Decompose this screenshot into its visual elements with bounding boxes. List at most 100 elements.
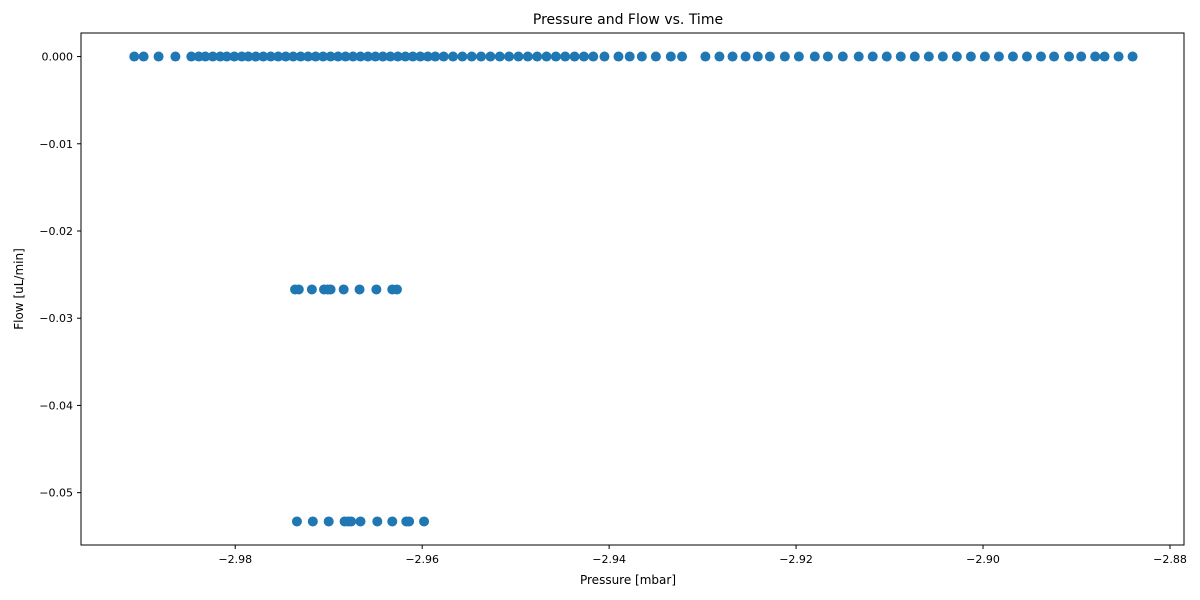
data-point: [340, 51, 351, 62]
data-point: [306, 284, 317, 295]
data-point: [727, 51, 738, 62]
data-point: [867, 51, 878, 62]
data-point: [532, 51, 543, 62]
data-point: [138, 51, 149, 62]
data-point: [318, 51, 329, 62]
data-point: [354, 284, 365, 295]
data-point: [129, 51, 140, 62]
data-point: [578, 51, 589, 62]
data-point: [370, 51, 381, 62]
data-point: [1127, 51, 1138, 62]
data-point: [310, 51, 321, 62]
data-point: [338, 284, 349, 295]
data-point: [853, 51, 864, 62]
x-tick-label: −2.90: [966, 553, 1000, 566]
data-point: [599, 51, 610, 62]
data-point: [170, 51, 181, 62]
data-point: [560, 51, 571, 62]
data-point: [207, 51, 218, 62]
data-point: [355, 51, 366, 62]
data-point: [752, 51, 763, 62]
data-point: [250, 51, 261, 62]
data-point: [371, 284, 382, 295]
data-point: [650, 51, 661, 62]
plot-area-frame: [80, 32, 1185, 546]
data-point: [407, 51, 418, 62]
data-point: [415, 51, 426, 62]
y-axis-ticks: 0.000 −0.01 −0.02 −0.03 −0.04 −0.05: [39, 51, 81, 500]
x-tick-label: −2.92: [779, 553, 813, 566]
y-tick-label: 0.000: [42, 51, 74, 64]
data-point: [476, 51, 487, 62]
data-point: [1007, 51, 1018, 62]
data-point: [372, 516, 383, 527]
data-points: [129, 51, 1138, 527]
data-point: [504, 51, 515, 62]
data-point: [569, 51, 580, 62]
data-point: [881, 51, 892, 62]
data-point: [979, 51, 990, 62]
data-point: [288, 51, 299, 62]
data-point: [1076, 51, 1087, 62]
data-point: [200, 51, 211, 62]
data-point: [700, 51, 711, 62]
data-point: [550, 51, 561, 62]
data-point: [740, 51, 751, 62]
data-point: [422, 51, 433, 62]
data-point: [258, 51, 269, 62]
y-tick-label: −0.02: [39, 225, 73, 238]
data-point: [293, 284, 304, 295]
data-point: [307, 516, 318, 527]
data-point: [714, 51, 725, 62]
data-point: [404, 516, 415, 527]
x-tick-label: −2.96: [405, 553, 439, 566]
data-point: [793, 51, 804, 62]
data-point: [391, 284, 402, 295]
data-point: [541, 51, 552, 62]
data-point: [348, 51, 359, 62]
data-point: [291, 516, 302, 527]
x-tick-label: −2.94: [592, 553, 626, 566]
data-point: [243, 51, 254, 62]
data-point: [665, 51, 676, 62]
data-point: [779, 51, 790, 62]
data-point: [636, 51, 647, 62]
data-point: [1035, 51, 1046, 62]
data-point: [822, 51, 833, 62]
data-point: [837, 51, 848, 62]
data-point: [895, 51, 906, 62]
data-point: [764, 51, 775, 62]
data-point: [355, 516, 366, 527]
data-point: [448, 51, 459, 62]
data-point: [965, 51, 976, 62]
data-point: [909, 51, 920, 62]
data-point: [438, 51, 449, 62]
data-point: [265, 51, 276, 62]
data-point: [1021, 51, 1032, 62]
data-point: [951, 51, 962, 62]
data-point: [809, 51, 820, 62]
data-point: [419, 516, 430, 527]
data-point: [377, 51, 388, 62]
y-axis-label: Flow [uL/min]: [12, 248, 26, 330]
data-point: [588, 51, 599, 62]
data-point: [1090, 51, 1101, 62]
data-point: [333, 51, 344, 62]
data-point: [937, 51, 948, 62]
data-point: [303, 51, 314, 62]
data-point: [624, 51, 635, 62]
data-point: [613, 51, 624, 62]
x-axis-ticks: −2.98 −2.96 −2.94 −2.92 −2.90 −2.88: [218, 545, 1187, 566]
data-point: [466, 51, 477, 62]
data-point: [993, 51, 1004, 62]
data-point: [387, 516, 398, 527]
data-point: [430, 51, 441, 62]
data-point: [186, 51, 197, 62]
data-point: [923, 51, 934, 62]
data-point: [1113, 51, 1124, 62]
data-point: [400, 51, 411, 62]
data-point: [392, 51, 403, 62]
data-point: [273, 51, 284, 62]
